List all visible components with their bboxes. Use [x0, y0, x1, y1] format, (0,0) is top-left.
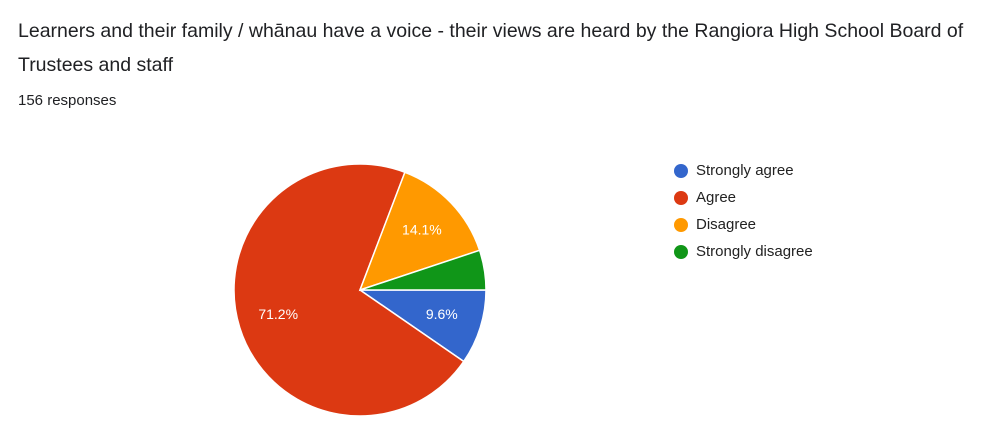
pie-slice: [358, 171, 481, 292]
slice-label: 14.1%: [402, 221, 442, 237]
slice-label: 9.6%: [426, 306, 458, 322]
pie-slice: [233, 163, 465, 417]
legend-label: Strongly agree: [696, 162, 794, 179]
legend-marker: [674, 218, 688, 232]
pie-slice: [359, 249, 487, 291]
slice-label: 71.2%: [258, 306, 298, 322]
legend-marker: [674, 164, 688, 178]
legend-label: Strongly disagree: [696, 243, 813, 260]
legend-marker: [674, 191, 688, 205]
legend-label: Agree: [696, 189, 736, 206]
legend-label: Disagree: [696, 216, 756, 233]
chart-subtitle: 156 responses: [18, 92, 117, 109]
legend-marker: [674, 245, 688, 259]
chart-title: Learners and their family / whānau have …: [18, 20, 964, 76]
pie-slice: [357, 289, 487, 363]
